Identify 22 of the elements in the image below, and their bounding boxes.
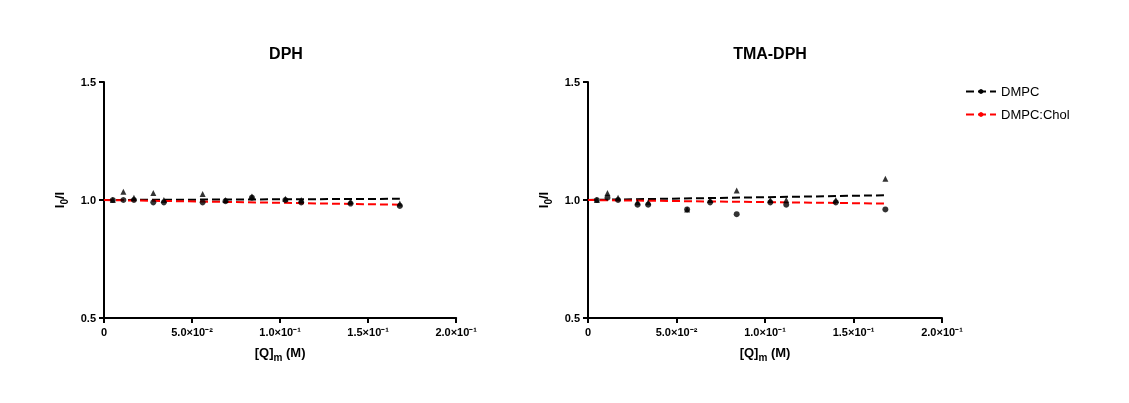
y-tick-label: 0.5 bbox=[564, 312, 580, 324]
x-tick-label: 5.0×10⁻² bbox=[171, 325, 214, 338]
x-tick-label: 1.0×10⁻¹ bbox=[259, 325, 302, 338]
y-axis-title: I0/I bbox=[52, 191, 71, 209]
x-tick-label: 1.5×10⁻¹ bbox=[347, 325, 390, 338]
legend-label: DMPC:Chol bbox=[1001, 107, 1070, 122]
y-tick-label: 1.0 bbox=[80, 194, 96, 206]
x-tick-label: 5.0×10⁻² bbox=[655, 325, 698, 338]
y-tick-label: 1.5 bbox=[564, 76, 580, 88]
y-tick-label: 1.5 bbox=[80, 76, 96, 88]
x-tick-label: 2.0×10⁻¹ bbox=[435, 325, 478, 338]
legend-label: DMPC bbox=[1001, 84, 1040, 99]
y-tick-label: 0.5 bbox=[80, 312, 96, 324]
chart-title: TMA-DPH bbox=[733, 44, 807, 62]
chart-title: DPH bbox=[269, 44, 303, 62]
y-tick-label: 1.0 bbox=[564, 194, 580, 206]
x-tick-label: 0 bbox=[100, 325, 108, 338]
x-tick-label: 0 bbox=[584, 325, 592, 338]
x-tick-label: 1.0×10⁻¹ bbox=[744, 325, 787, 338]
y-axis-title: I0/I bbox=[536, 191, 555, 209]
x-tick-label: 1.5×10⁻¹ bbox=[832, 325, 875, 338]
x-tick-label: 2.0×10⁻¹ bbox=[921, 325, 964, 338]
